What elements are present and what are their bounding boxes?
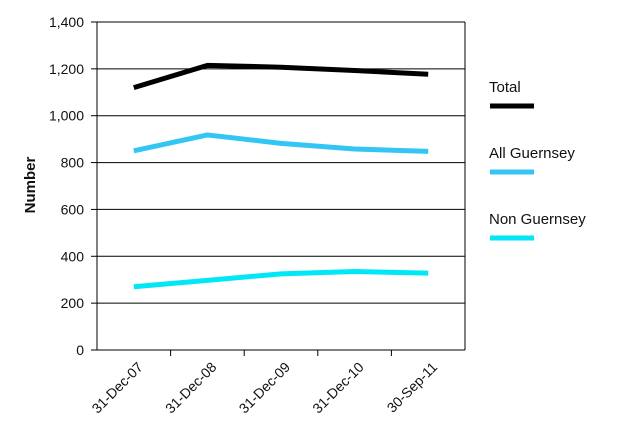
y-tick-label: 400 <box>61 248 85 264</box>
y-axis-title: Number <box>22 157 39 214</box>
y-tick-label: 800 <box>61 155 85 171</box>
series-layer <box>133 62 429 290</box>
axis-layer <box>96 21 466 356</box>
y-tick-label: 1,000 <box>49 108 84 124</box>
legend-label: Total <box>489 79 521 96</box>
legend-label: Non Guernsey <box>489 211 586 228</box>
x-tick-label: 30-Sep-11 <box>384 359 441 416</box>
y-tick-label: 600 <box>61 201 85 217</box>
legend: Total All Guernsey Non Guernsey <box>489 79 586 241</box>
x-tick-label: 31-Dec-09 <box>236 359 294 417</box>
x-tick-label: 31-Dec-07 <box>88 359 146 417</box>
series-line-all-guernsey <box>133 132 429 154</box>
x-tick-label: 31-Dec-08 <box>162 359 220 417</box>
y-tick-label: 200 <box>61 295 85 311</box>
legend-label: All Guernsey <box>489 145 575 162</box>
x-tick-label: 31-Dec-10 <box>309 359 367 417</box>
y-tick-label: 1,200 <box>49 61 84 77</box>
y-tick-label: 1,400 <box>49 14 84 30</box>
series-line-non-guernsey <box>133 269 429 290</box>
y-tick-label: 0 <box>76 342 84 358</box>
series-line-total <box>133 62 429 90</box>
